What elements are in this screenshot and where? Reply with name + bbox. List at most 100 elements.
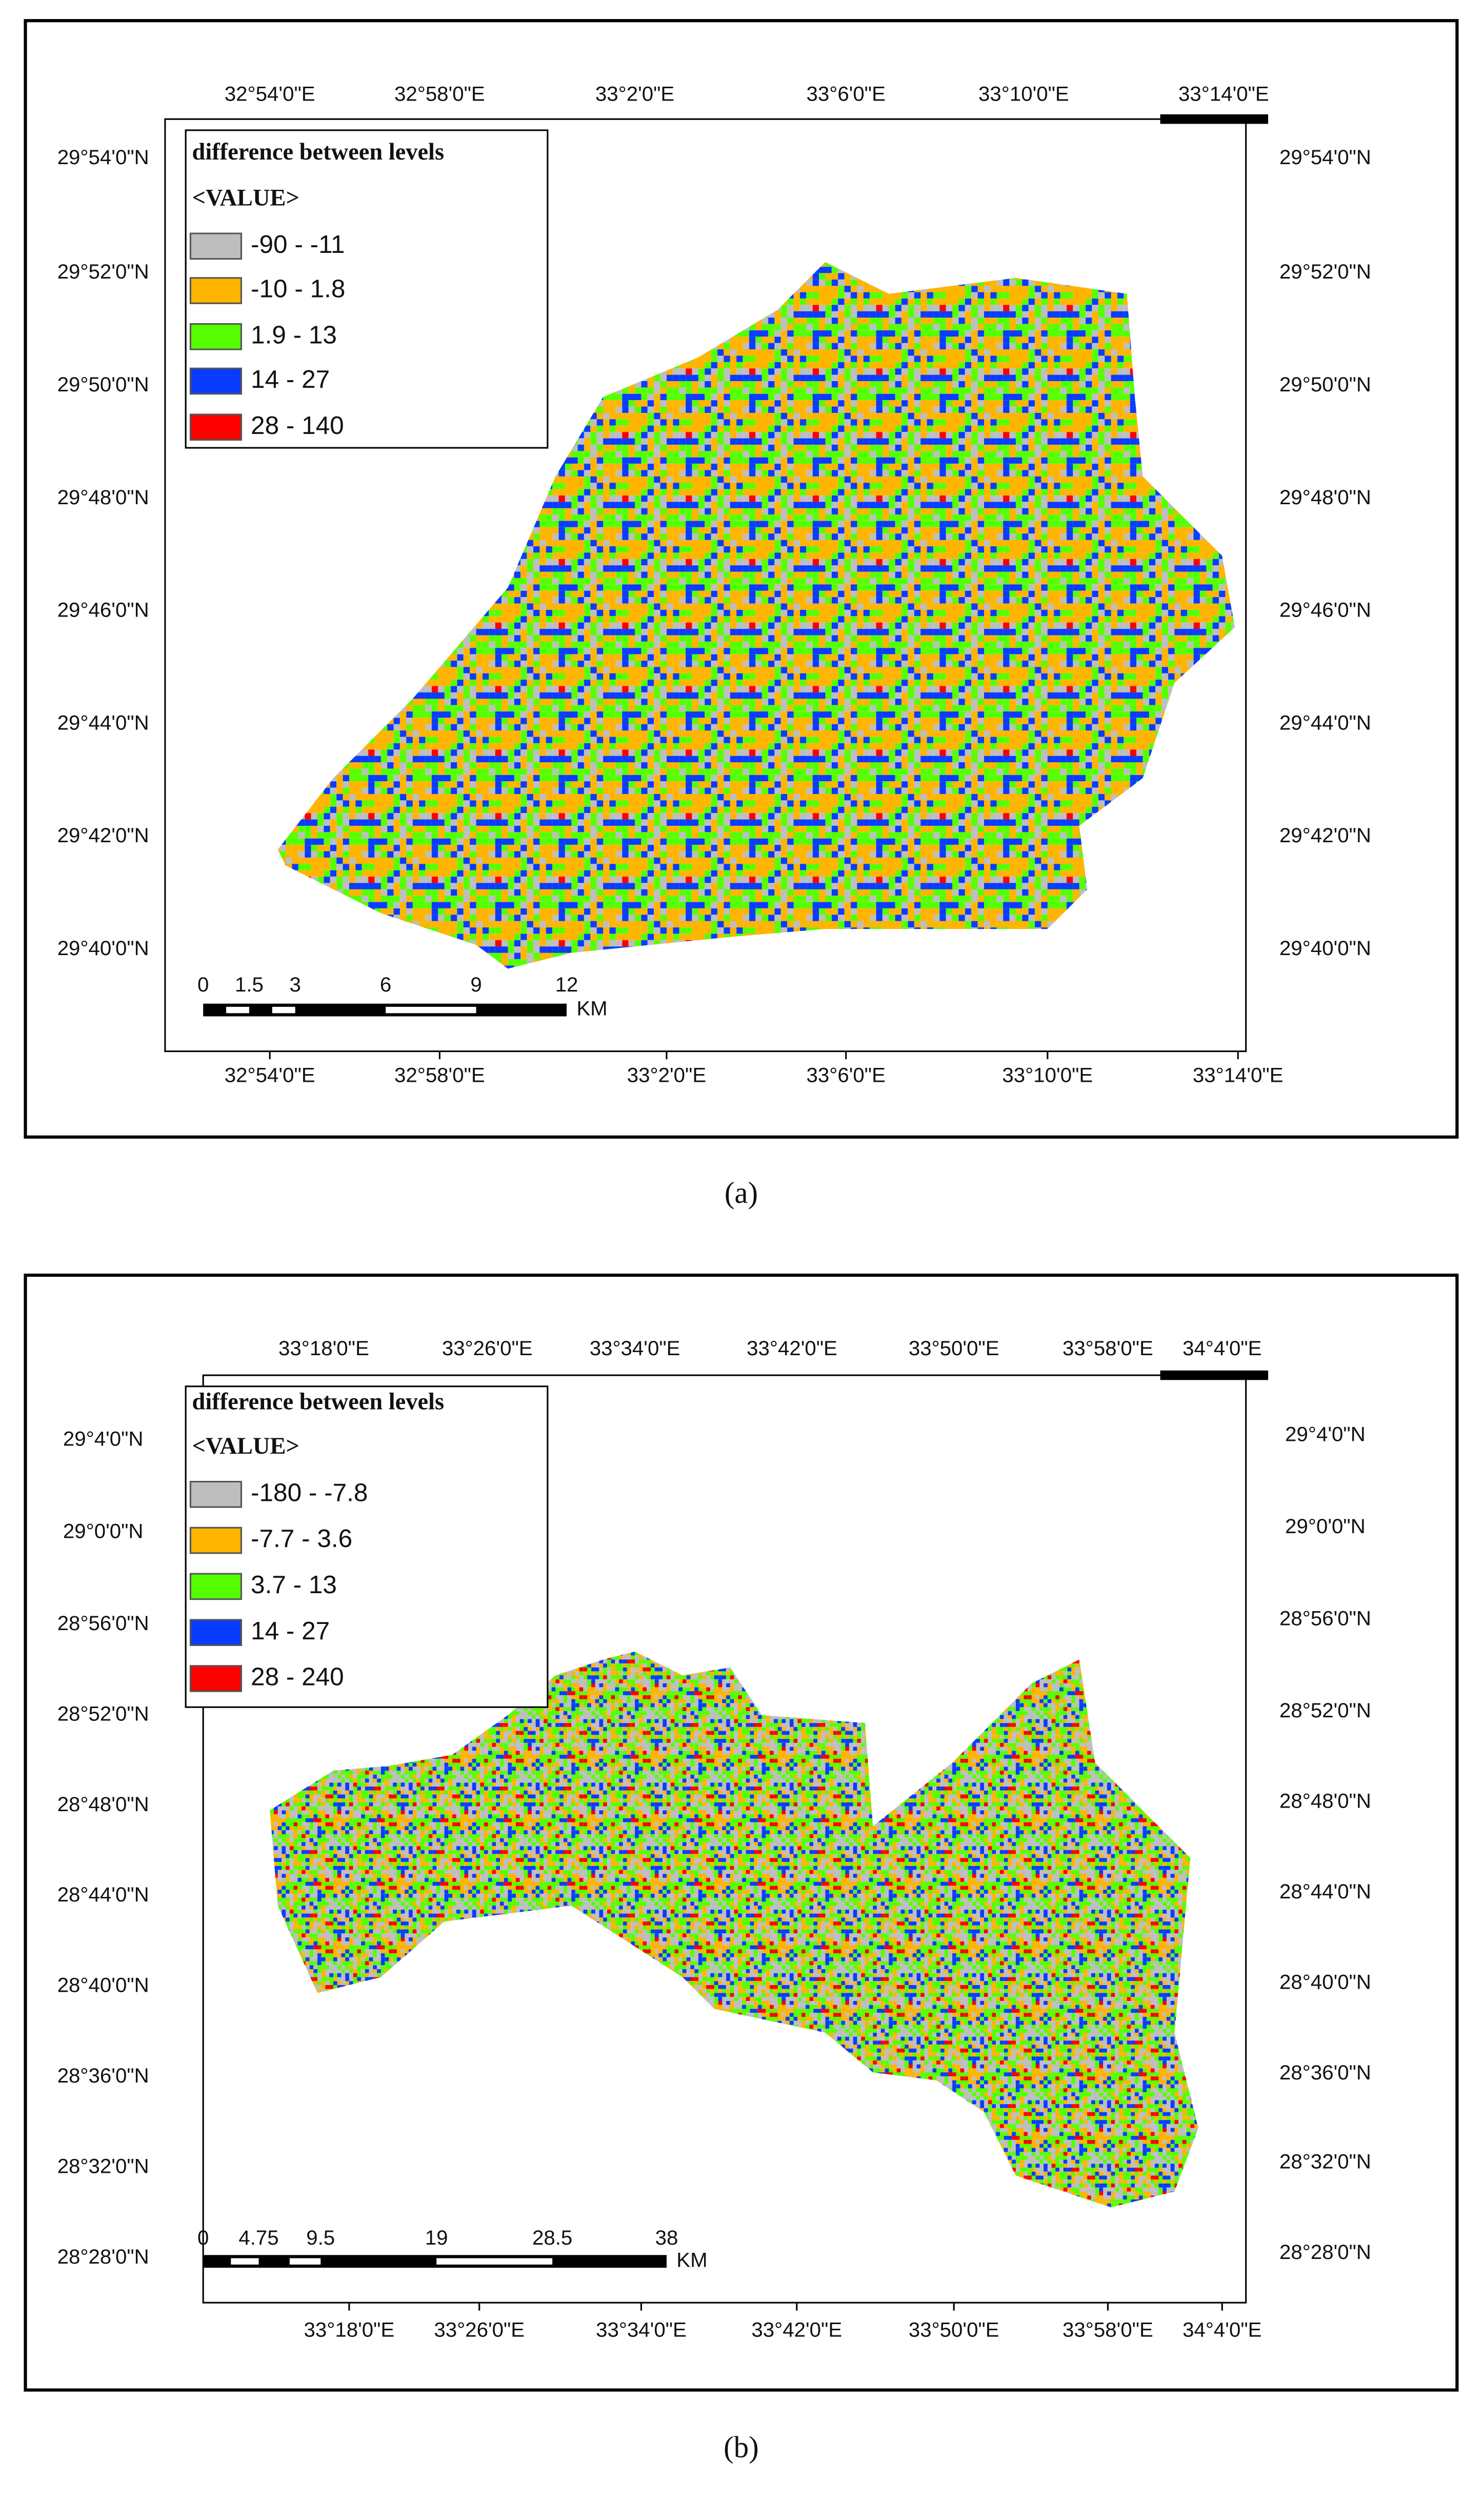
watershed bbox=[277, 262, 1235, 969]
scale-unit: KM bbox=[676, 2248, 707, 2271]
coordinate-label: 29°40'0"N bbox=[57, 937, 149, 960]
legend-label: -90 - -11 bbox=[251, 230, 345, 259]
legend-swatch bbox=[189, 367, 243, 395]
coordinate-label: 28°32'0"N bbox=[57, 2155, 149, 2178]
legend-swatch bbox=[189, 413, 243, 441]
scale-bar-segment bbox=[436, 2258, 553, 2265]
coordinate-label: 33°14'0"E bbox=[1178, 82, 1269, 105]
coordinate-label: 29°40'0"N bbox=[1279, 937, 1371, 960]
scale-label: 3 bbox=[290, 973, 301, 996]
scale-bar-segment bbox=[272, 1006, 295, 1014]
scale-label: 9 bbox=[470, 973, 482, 996]
scale-label: 19 bbox=[425, 2226, 448, 2249]
legend-title: difference between levels bbox=[192, 139, 444, 165]
coordinate-label: 29°4'0"N bbox=[1285, 1422, 1366, 1445]
coordinate-label: 29°50'0"N bbox=[1279, 373, 1371, 396]
legend-box bbox=[185, 1385, 549, 1708]
north-bar bbox=[1160, 1370, 1269, 1380]
scale-label: 9.5 bbox=[306, 2226, 335, 2249]
coordinate-label: 28°48'0"N bbox=[57, 1793, 149, 1816]
coordinate-label: 33°26'0"E bbox=[442, 1337, 533, 1360]
coordinate-label: 33°18'0"E bbox=[304, 2318, 395, 2342]
legend-label: -180 - -7.8 bbox=[251, 1478, 368, 1506]
legend-swatch bbox=[189, 323, 243, 350]
scale-label: 28.5 bbox=[532, 2226, 572, 2249]
legend-box bbox=[185, 129, 549, 449]
coordinate-label: 33°10'0"E bbox=[1002, 1064, 1093, 1087]
coordinate-label: 29°42'0"N bbox=[57, 824, 149, 847]
coordinate-label: 34°4'0"E bbox=[1182, 2318, 1261, 2342]
coordinate-label: 28°28'0"N bbox=[57, 2245, 149, 2268]
legend-swatch bbox=[189, 1526, 243, 1554]
coordinate-label: 33°34'0"E bbox=[590, 1337, 680, 1360]
legend-swatch bbox=[189, 1665, 243, 1692]
coordinate-label: 28°40'0"N bbox=[1279, 1971, 1371, 1994]
coordinate-label: 33°2'0"E bbox=[595, 82, 674, 105]
coordinate-label: 33°6'0"E bbox=[807, 82, 886, 105]
legend-swatch bbox=[189, 1573, 243, 1600]
coordinate-label: 29°46'0"N bbox=[1279, 599, 1371, 622]
coordinate-label: 28°44'0"N bbox=[1279, 1880, 1371, 1903]
map-panel: 32°54'0"E 32°58'0"E 33°2'0"E 33°6'0"E 33°10'… bbox=[24, 19, 1459, 1210]
coordinate-label: 29°4'0"N bbox=[63, 1428, 144, 1451]
coordinate-label: 34°4'0"E bbox=[1182, 1337, 1261, 1360]
scale-label: 4.75 bbox=[238, 2226, 278, 2249]
scale-label: 0 bbox=[197, 973, 209, 996]
coordinate-label: 33°50'0"E bbox=[909, 1337, 999, 1360]
scale-bar-segment bbox=[289, 2258, 321, 2265]
legend-label: 14 - 27 bbox=[251, 365, 330, 393]
coordinate-label: 29°0'0"N bbox=[63, 1519, 144, 1542]
coordinate-label: 29°42'0"N bbox=[1279, 824, 1371, 847]
coordinate-label: 29°48'0"N bbox=[57, 486, 149, 509]
coordinate-label: 28°36'0"N bbox=[57, 2064, 149, 2087]
coordinate-label: 33°10'0"E bbox=[978, 82, 1069, 105]
coordinate-label: 29°52'0"N bbox=[1279, 260, 1371, 283]
coordinate-label: 29°44'0"N bbox=[57, 711, 149, 734]
scale-label: 12 bbox=[555, 973, 578, 996]
coordinate-label: 33°34'0"E bbox=[596, 2318, 687, 2342]
coordinate-label: 33°14'0"E bbox=[1193, 1064, 1284, 1087]
coordinate-label: 33°58'0"E bbox=[1062, 2318, 1153, 2342]
scale-bar-segment bbox=[386, 1006, 476, 1014]
legend-label: 28 - 240 bbox=[251, 1663, 344, 1691]
coordinate-label: 29°54'0"N bbox=[1279, 146, 1371, 169]
legend-label: 3.7 - 13 bbox=[251, 1571, 337, 1599]
panel-caption: (a) bbox=[725, 1176, 758, 1210]
coordinate-label: 28°56'0"N bbox=[1279, 1607, 1371, 1630]
coordinate-label: 32°54'0"E bbox=[225, 1064, 315, 1087]
coordinate-label: 29°0'0"N bbox=[1285, 1515, 1366, 1538]
scale-unit: KM bbox=[576, 997, 607, 1020]
north-bar bbox=[1160, 114, 1269, 124]
coordinate-label: 33°58'0"E bbox=[1062, 1337, 1153, 1360]
legend-label: 1.9 - 13 bbox=[251, 321, 337, 349]
legend-subtitle: <VALUE> bbox=[192, 185, 299, 211]
legend-swatch bbox=[189, 1481, 243, 1508]
scale-label: 1.5 bbox=[235, 973, 264, 996]
legend-label: 28 - 140 bbox=[251, 411, 344, 440]
legend-label: -7.7 - 3.6 bbox=[251, 1524, 352, 1553]
legend-swatch bbox=[189, 277, 243, 304]
coordinate-label: 28°32'0"N bbox=[1279, 2150, 1371, 2173]
coordinate-label: 28°52'0"N bbox=[1279, 1699, 1371, 1722]
coordinate-label: 33°50'0"E bbox=[909, 2318, 999, 2342]
coordinate-label: 32°58'0"E bbox=[394, 82, 485, 105]
panel-caption: (b) bbox=[724, 2431, 759, 2464]
legend-label: 14 - 27 bbox=[251, 1617, 330, 1645]
watershed bbox=[270, 1651, 1198, 2208]
coordinate-label: 33°6'0"E bbox=[807, 1064, 886, 1087]
coordinate-label: 28°28'0"N bbox=[1279, 2241, 1371, 2264]
scale-label: 6 bbox=[380, 973, 391, 996]
coordinate-label: 28°36'0"N bbox=[1279, 2061, 1371, 2084]
scale-bar bbox=[203, 2255, 667, 2268]
coordinate-label: 33°26'0"E bbox=[434, 2318, 525, 2342]
scale-bar-segment bbox=[231, 2258, 259, 2265]
coordinate-label: 29°48'0"N bbox=[1279, 486, 1371, 509]
coordinate-label: 29°44'0"N bbox=[1279, 711, 1371, 734]
map-panel: 33°18'0"E 33°26'0"E 33°34'0"E 33°42'0"E 33°5… bbox=[24, 1273, 1459, 2464]
coordinate-label: 33°2'0"E bbox=[627, 1064, 706, 1087]
coordinate-label: 28°48'0"N bbox=[1279, 1790, 1371, 1813]
scale-label: 0 bbox=[197, 2226, 209, 2249]
coordinate-label: 33°42'0"E bbox=[751, 2318, 842, 2342]
